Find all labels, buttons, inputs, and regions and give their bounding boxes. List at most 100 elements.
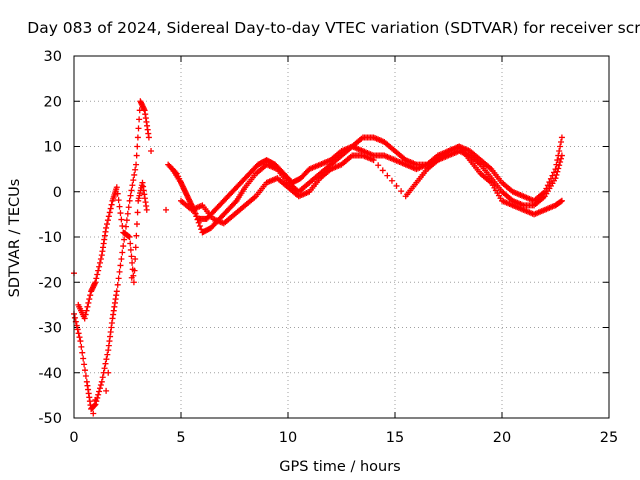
data-point-interp: [108, 201, 115, 208]
data-point-outlier: [148, 148, 155, 155]
data-point: [145, 134, 152, 141]
data-point-interp: [134, 143, 141, 150]
data-point-interp: [557, 159, 564, 166]
data-point-interp: [118, 255, 125, 262]
data-point-interp: [83, 307, 90, 314]
data-point-interp: [132, 244, 139, 251]
data-point-interp: [106, 209, 113, 216]
data-point-interp: [134, 209, 141, 216]
data-point-interp: [103, 356, 110, 363]
data-point-outlier: [128, 274, 135, 281]
data-point-interp: [96, 388, 103, 395]
data-point-interp: [87, 292, 94, 299]
data-point-interp: [115, 197, 122, 204]
x-tick-label: 0: [69, 430, 78, 446]
data-point-interp: [129, 182, 136, 189]
data-point-interp: [76, 334, 83, 341]
data-point-interp: [115, 275, 122, 282]
x-tick-label: 20: [493, 430, 511, 446]
data-point: [558, 134, 565, 141]
data-point-interp: [96, 263, 103, 270]
data-points: [71, 98, 565, 417]
data-point-interp: [107, 205, 114, 212]
data-point-interp: [546, 179, 553, 186]
data-point-interp: [133, 221, 140, 228]
data-point-interp: [119, 223, 126, 230]
data-point-interp: [136, 116, 143, 123]
x-tick-label: 25: [600, 430, 618, 446]
data-point-interp: [73, 322, 80, 329]
data-point-interp: [117, 210, 124, 217]
data-point-interp: [556, 148, 563, 155]
data-point-interp: [134, 134, 141, 141]
data-point-interp: [114, 190, 121, 197]
data-point-interp: [97, 382, 104, 389]
data-point-interp: [80, 355, 87, 362]
y-tick-label: -40: [38, 366, 62, 382]
data-point: [552, 175, 559, 182]
data-point-interp: [131, 267, 138, 274]
data-point-interp: [81, 361, 88, 368]
data-point-interp: [82, 372, 89, 379]
data-point-interp: [128, 253, 135, 260]
data-point-interp: [74, 326, 81, 333]
data-point: [133, 161, 140, 168]
data-point-interp: [375, 162, 382, 169]
data-point-outlier: [103, 387, 110, 394]
data-point-interp: [79, 349, 86, 356]
data-point-interp: [133, 152, 140, 159]
data-point-interp: [133, 232, 140, 239]
data-point-interp: [104, 351, 111, 358]
data-point-interp: [553, 171, 560, 178]
y-tick-label: -20: [38, 275, 62, 291]
data-point-interp: [398, 188, 405, 195]
data-point-interp: [557, 143, 564, 150]
data-point-interp: [93, 398, 100, 405]
y-tick-label: 30: [44, 49, 62, 65]
data-point-interp: [117, 262, 124, 269]
data-point-interp: [104, 217, 111, 224]
data-point-interp: [393, 182, 400, 189]
data-point-interp: [232, 199, 239, 206]
plot-frame: [73, 55, 610, 419]
data-point-interp: [196, 223, 203, 230]
data-point-interp: [388, 177, 395, 184]
data-point-interp: [129, 259, 136, 266]
data-point-interp: [93, 275, 100, 282]
data-point-interp: [123, 217, 130, 224]
data-point-interp: [127, 246, 134, 253]
data-point-interp: [101, 365, 108, 372]
data-point-interp: [132, 255, 139, 262]
data-point: [103, 224, 110, 231]
data-point-interp: [125, 204, 132, 211]
data-point-interp: [96, 259, 103, 266]
data-point: [77, 338, 84, 345]
y-tick-label: -10: [38, 230, 62, 246]
data-point-interp: [135, 125, 142, 132]
x-tick-label: 10: [279, 430, 297, 446]
data-point-interp: [558, 138, 565, 145]
data-point: [81, 315, 88, 322]
data-point-interp: [555, 165, 562, 172]
chart-title: Day 083 of 2024, Sidereal Day-to-day VTE…: [27, 19, 640, 37]
y-tick-label: -50: [38, 411, 62, 427]
data-point: [558, 197, 565, 204]
data-point-interp: [94, 271, 101, 278]
data-point-interp: [119, 249, 126, 256]
data-point-outlier: [163, 206, 170, 213]
axis-ticks: 0 5 10 15 20 25 -50 -40 -30 -20 -10 0 10 20 30: [38, 49, 618, 446]
data-point-interp: [131, 171, 138, 178]
y-tick-label: 10: [44, 140, 62, 156]
data-point-interp: [105, 213, 112, 220]
data-point-interp: [95, 267, 102, 274]
data-point-interp: [379, 167, 386, 174]
data-point-interp: [127, 240, 134, 247]
data-point-interp: [127, 192, 134, 199]
data-point: [126, 197, 133, 204]
data-point-interp: [130, 177, 137, 184]
data-point: [113, 184, 120, 191]
y-axis-label: SDTVAR / TECUs: [7, 179, 23, 298]
data-point-interp: [132, 166, 139, 173]
data-point-interp: [116, 203, 123, 210]
